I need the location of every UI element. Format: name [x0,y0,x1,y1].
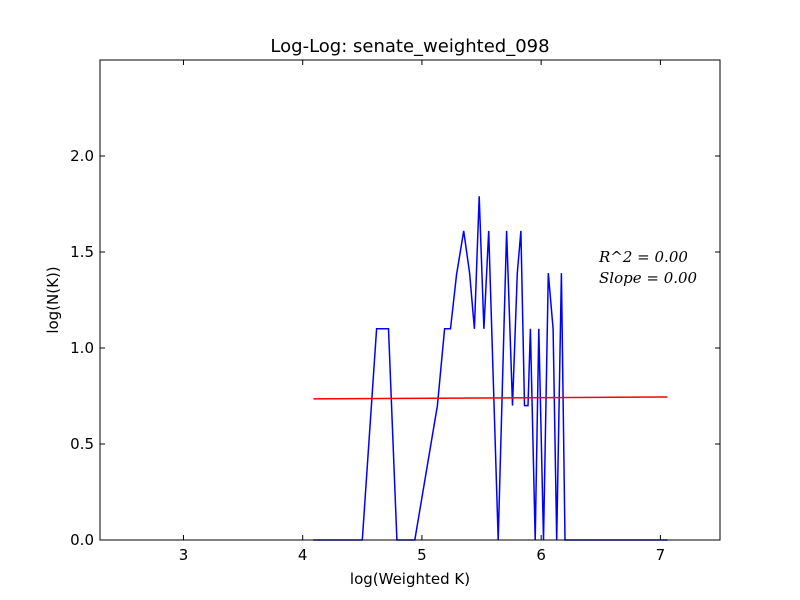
y-tick-label: 0.0 [70,531,94,549]
y-axis-label: log(N(K)) [44,266,62,333]
series-line-fit [313,396,668,400]
x-tick-label: 4 [298,546,308,564]
y-tick-label: 1.0 [70,339,94,357]
annotation-slope: Slope = 0.00 [599,269,698,287]
x-axis-label: log(Weighted K) [350,570,470,588]
y-tick-label: 2.0 [70,147,94,165]
y-tick-label: 1.5 [70,243,94,261]
x-tick-label: 7 [656,546,666,564]
chart-title: Log-Log: senate_weighted_098 [270,36,549,57]
plot-frame [99,59,721,541]
x-tick-label: 6 [536,546,546,564]
x-tick-label: 5 [417,546,427,564]
annotation-r2: R^2 = 0.00 [598,248,688,266]
y-tick-label: 0.5 [70,435,94,453]
x-tick-label: 3 [179,546,189,564]
series-line-distribution [313,196,668,541]
